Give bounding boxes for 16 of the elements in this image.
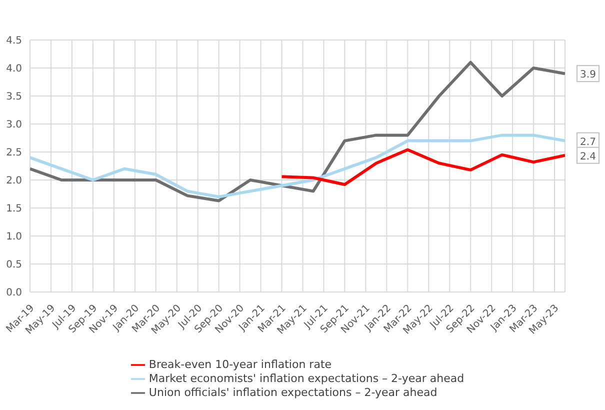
legend-label: Market economists' inflation expectations – 2-year ahead: [148, 372, 464, 386]
text: 1.5: [6, 204, 22, 215]
text: 0.0: [6, 288, 22, 299]
legend-label: Break-even 10-year inflation rate: [148, 358, 332, 372]
text: 0.5: [6, 260, 22, 271]
text: 4.5: [6, 36, 22, 47]
text: 4.0: [6, 64, 22, 75]
legend-label: Union officials' inflation expectations – 2-year ahead: [148, 386, 438, 400]
text: 2.5: [6, 148, 22, 159]
data-label: 2.7: [580, 136, 596, 148]
data-label: 3.9: [580, 70, 596, 81]
data-label: 2.4: [580, 151, 596, 162]
text: 2.0: [6, 176, 22, 187]
text: 3.0: [6, 120, 22, 131]
text: 1.0: [6, 232, 22, 243]
text: 3.5: [6, 92, 22, 103]
